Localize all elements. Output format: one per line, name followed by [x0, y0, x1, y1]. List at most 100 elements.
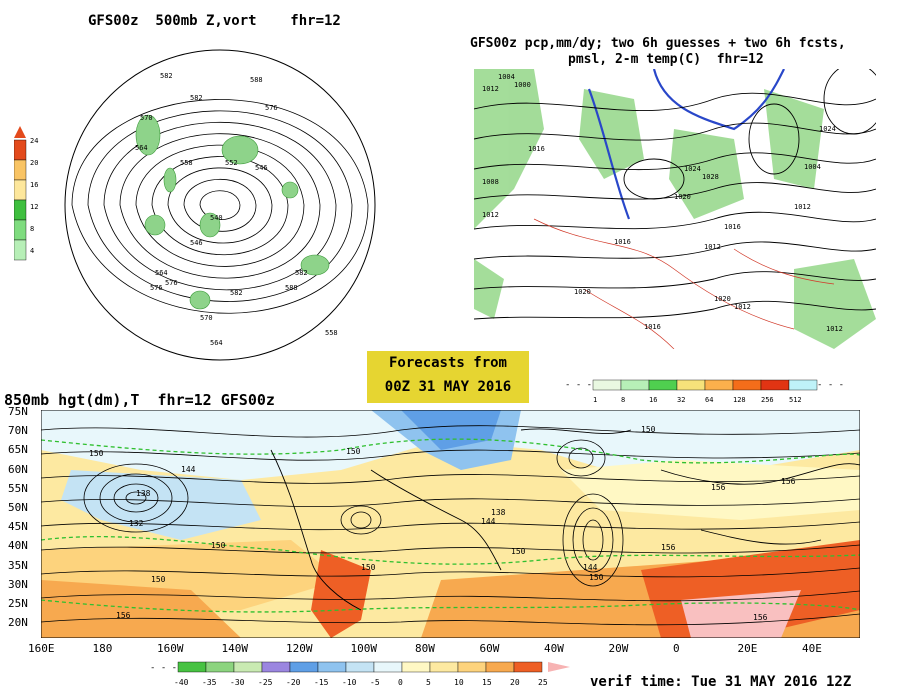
scale-swatch [513, 661, 543, 673]
contour-label: 540 [210, 214, 223, 222]
lon-label: 0 [673, 642, 680, 655]
contour-label: 576 [265, 104, 278, 112]
height-label: 144 [583, 563, 598, 572]
scale-label: 128 [733, 396, 746, 404]
contour-label: 564 [210, 339, 223, 347]
scale-swatch [289, 661, 319, 673]
isobar-label: 1016 [614, 238, 631, 246]
isobar [623, 158, 685, 200]
lon-label: 80W [415, 642, 435, 655]
contour-label: 582 [230, 289, 243, 297]
isobar [474, 271, 876, 290]
isobar [474, 182, 876, 200]
height-label: 138 [136, 489, 151, 498]
scale-swatch [177, 661, 207, 673]
contour-label: 546 [255, 164, 268, 172]
isotherm-dashed [41, 438, 860, 613]
height-label: 132 [129, 519, 144, 528]
scale-swatch [485, 661, 515, 673]
scale-swatch [14, 139, 27, 161]
scale-label: 16 [30, 181, 38, 189]
scale-swatch [788, 379, 818, 391]
lat-label: 30N [8, 577, 28, 591]
scale-swatch [233, 661, 263, 673]
scale-swatch [205, 661, 235, 673]
lon-label: 20E [737, 642, 758, 655]
lat-label: 20N [8, 616, 28, 630]
height-contour [556, 439, 606, 477]
vorticity-blobs [135, 114, 330, 310]
isobar [474, 92, 876, 112]
top-left-title: GFS00z 500mb Z,vort fhr=12 [88, 13, 341, 29]
scale-swatch [373, 661, 403, 673]
height-contour [562, 493, 624, 587]
isobar-label: 1020 [714, 295, 731, 303]
height-contour [99, 473, 173, 523]
temperature-color-scale: - - - -40 -35 -30 -25 -20 -15 -10 -5 0 5 10 15 20 25 [150, 661, 570, 687]
lat-label: 60N [8, 462, 28, 476]
lat-label: 40N [8, 539, 28, 553]
hgt-850mb-map: 1501441381321501561501501501441381501441… [41, 410, 860, 638]
scale-swatch [14, 159, 27, 181]
height-label: 150 [151, 575, 166, 584]
scale-label: 24 [30, 137, 38, 145]
scale-swatch [14, 179, 27, 201]
height-label: 150 [89, 449, 104, 458]
scale-swatch [317, 661, 347, 673]
isobar [823, 69, 876, 135]
top-right-title-line1: GFS00z pcp,mm/dy; two 6h guesses + two 6… [470, 36, 846, 51]
forecasts-banner: Forecasts from 00Z 31 MAY 2016 [367, 351, 529, 403]
temp-contours [533, 218, 835, 349]
contour-label: 546 [190, 239, 203, 247]
height-label: 156 [661, 543, 676, 552]
vorticity-color-scale: 24 20 16 12 8 4 [14, 126, 38, 261]
height-label: 138 [491, 508, 506, 517]
scale-swatch [401, 661, 431, 673]
height-contour [135, 144, 305, 267]
temperature-shading [41, 410, 860, 638]
height-contour [41, 498, 860, 507]
isobar-label: 1020 [674, 193, 691, 201]
height-contour [41, 544, 860, 554]
banner-line1: Forecasts from [388, 355, 507, 371]
scale-label: -10 [342, 678, 357, 687]
lat-label: 70N [8, 424, 28, 438]
isobar-label: 1016 [644, 323, 661, 331]
contour-label: 576 [165, 279, 178, 287]
contour-label: 582 [190, 94, 203, 102]
height-contour [119, 133, 321, 279]
scale-swatch [648, 379, 678, 391]
height-contour [83, 463, 189, 533]
pcp-color-scale: - - - 1 8 16 32 64 128 256 512 - - - [565, 379, 844, 404]
height-label: 156 [781, 477, 796, 486]
contour-label: 582 [295, 269, 308, 277]
contour-label: 558 [180, 159, 193, 167]
height-contour [125, 491, 147, 505]
isobar-label: 1000 [514, 81, 531, 89]
height-contour [41, 613, 860, 626]
height-contour [113, 483, 159, 513]
isobar [474, 300, 876, 320]
height-label: 156 [116, 611, 131, 620]
scale-label: 0 [398, 678, 403, 687]
scale-label: -40 [174, 678, 189, 687]
scale-label: -20 [286, 678, 301, 687]
height-contour [71, 99, 369, 314]
lat-label: 50N [8, 501, 28, 514]
scale-label: 8 [621, 396, 625, 404]
scale-label: -15 [314, 678, 329, 687]
height-label: 144 [481, 517, 496, 526]
scale-swatch [261, 661, 291, 673]
isobar-label: 1020 [574, 288, 591, 296]
isobar [474, 241, 876, 260]
isobar-label: 1004 [804, 163, 821, 171]
isobar [474, 122, 876, 141]
scale-label: 25 [538, 678, 548, 687]
isobar-label: 1004 [498, 73, 515, 81]
lon-label: 160E [28, 642, 55, 655]
lat-label: 25N [8, 597, 28, 610]
height-label: 150 [589, 573, 604, 582]
scale-label: 32 [677, 396, 685, 404]
lon-label: 180 [92, 642, 113, 655]
